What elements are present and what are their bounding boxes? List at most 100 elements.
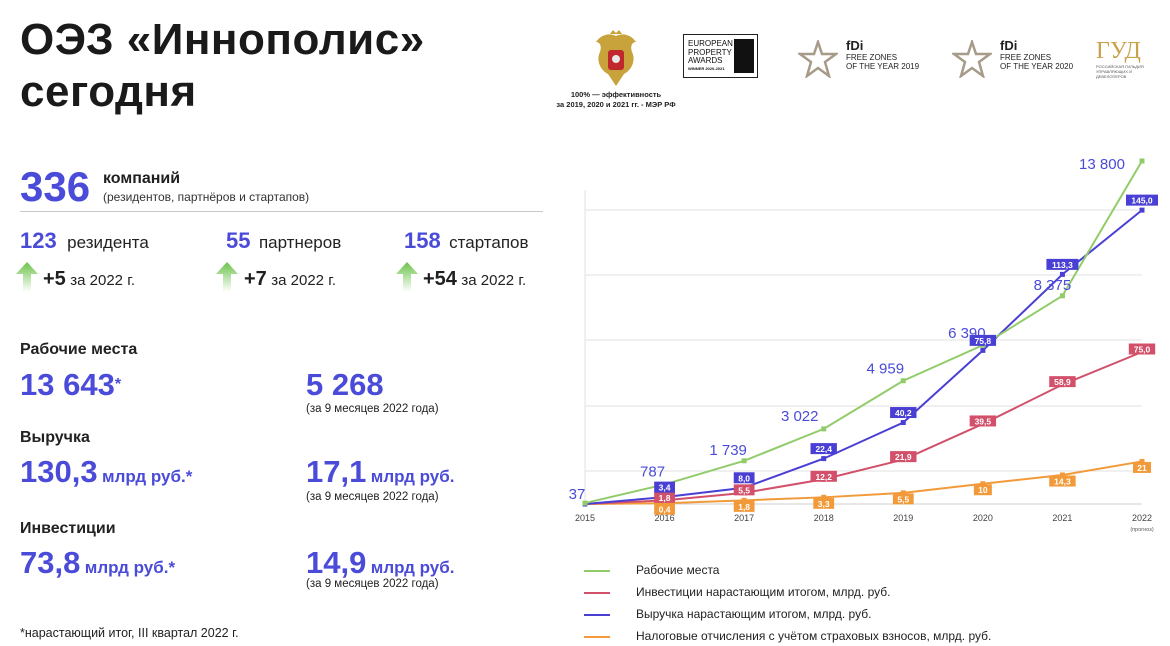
investments-period-value: 14,9: [306, 545, 367, 580]
group-label: резидента: [67, 233, 149, 252]
data-label-box: [733, 472, 755, 484]
data-point: [900, 378, 906, 384]
legend-investments: Инвестиции нарастающим итогом, млрд. руб…: [584, 585, 890, 599]
increment-label: за 2022 г.: [271, 272, 336, 289]
fdi-star-icon-2020: [950, 38, 994, 83]
jobs-total: 13 643*: [20, 367, 121, 403]
data-label: 22,4: [815, 444, 832, 454]
x-tick-note: (прогноз): [1130, 527, 1153, 533]
data-point: [900, 490, 906, 496]
investments-period: 14,9 млрд руб.: [306, 545, 455, 581]
growth-chart: 2015 2016 2017 2018 2019 2020 2021 2022 (прогноз…: [569, 156, 1158, 533]
data-label-box: [1049, 475, 1076, 487]
x-tick-label: 2019: [893, 513, 913, 523]
increment-value: +54: [423, 268, 457, 290]
series-line: [584, 351, 1143, 505]
caption-line-1: 100% — эффективность: [570, 90, 662, 99]
page-title: ОЭЗ «Иннополис» сегодня: [20, 14, 425, 118]
epa-line-1: EUROPEAN: [688, 39, 733, 48]
epa-line-3: AWARDS: [688, 56, 723, 65]
european-property-awards-logo: EUROPEAN PROPERTY AWARDS WINNER 2020-202…: [683, 34, 758, 78]
jobs-period-value: 5 268: [306, 367, 384, 402]
increment-startups: +54 за 2022 г.: [423, 268, 526, 291]
investments-total-unit: млрд руб.*: [84, 558, 176, 577]
data-label-box: [890, 407, 917, 419]
jobs-data-label: 13 800: [1079, 156, 1125, 173]
gud-brand: ГУД: [1096, 38, 1141, 64]
data-point: [582, 500, 588, 506]
data-label: 145,0: [1131, 196, 1153, 206]
increment-label: за 2022 г.: [70, 272, 135, 289]
revenue-period: 17,1 млрд руб.: [306, 454, 455, 490]
fdi-2020-line-1: FREE ZONES: [1000, 53, 1052, 62]
arrow-up-icon: [16, 262, 38, 297]
data-label-box: [813, 497, 835, 509]
data-point: [821, 456, 827, 462]
x-tick-label: 2022: [1132, 513, 1152, 523]
revenue-period-value: 17,1: [306, 454, 367, 489]
data-label: 21: [1137, 463, 1147, 473]
data-label: 75,0: [1134, 345, 1151, 355]
legend-swatch: [584, 635, 610, 638]
increment-partners: +7 за 2022 г.: [244, 268, 336, 291]
fdi-2019-line-1: FREE ZONES: [846, 53, 898, 62]
title-line-1: ОЭЗ «Иннополис»: [20, 15, 425, 64]
legend-label: Инвестиции нарастающим итогом, млрд. руб…: [636, 585, 891, 599]
data-point: [900, 420, 906, 426]
data-label-box: [810, 443, 837, 455]
legend-taxes: Налоговые отчисления с учётом страховых …: [584, 629, 991, 643]
data-point: [1139, 158, 1145, 164]
group-count: 158: [404, 228, 441, 253]
companies-sub: (резидентов, партнёров и стартапов): [103, 190, 310, 204]
data-point: [980, 481, 986, 487]
data-label-box: [973, 484, 992, 496]
data-label-box: [1046, 258, 1079, 270]
fdi-2019-line-2: OF THE YEAR 2019: [846, 62, 920, 71]
data-label-box: [1128, 343, 1156, 355]
series-line: [584, 209, 1143, 505]
data-point: [1059, 472, 1065, 478]
group-partners: 55 партнеров: [226, 228, 341, 254]
fdi-2020-line-2: OF THE YEAR 2020: [1000, 62, 1074, 71]
russian-emblem-logo: [590, 30, 642, 88]
data-point: [980, 347, 986, 353]
data-label: 1,8: [738, 502, 750, 512]
x-tick-label: 2018: [814, 513, 834, 523]
jobs-data-label: 3 022: [781, 408, 819, 425]
data-point: [741, 497, 747, 503]
revenue-total: 130,3 млрд руб.*: [20, 454, 192, 490]
data-label: 113,3: [1052, 260, 1073, 270]
jobs-star: *: [114, 376, 122, 393]
data-label: 10: [978, 485, 988, 495]
data-label-box: [654, 481, 675, 493]
legend-revenue: Выручка нарастающим итогом, млрд. руб.: [584, 607, 871, 621]
group-residents: 123 резидента: [20, 228, 149, 254]
data-label-box: [810, 470, 837, 482]
fdi-star-icon-2019: [796, 38, 840, 83]
x-tick-label: 2017: [734, 513, 754, 523]
data-label: 12,2: [815, 472, 832, 482]
data-label-box: [892, 493, 914, 505]
fdi-brand-2020: fDi: [1000, 38, 1018, 53]
data-point: [1139, 458, 1145, 464]
legend-swatch: [584, 569, 610, 572]
data-point: [1059, 293, 1065, 299]
efficiency-caption: 100% — эффективность за 2019, 2020 и 202…: [535, 90, 697, 110]
revenue-period-unit: млрд руб.: [370, 467, 455, 486]
data-label-box: [1049, 376, 1076, 388]
gud-logo: ГУД РОССИЙСКАЯ ГИЛЬДИЯ УПРАВЛЯЮЩИХ И ДЕВ…: [1096, 38, 1162, 79]
fdi-logo-2019: fDi FREE ZONES OF THE YEAR 2019: [846, 38, 919, 71]
data-label: 3,3: [818, 499, 830, 509]
jobs-data-label: 8 375: [1034, 277, 1072, 294]
investments-period-unit: млрд руб.: [370, 558, 455, 577]
data-point: [662, 500, 668, 506]
legend-label: Налоговые отчисления с учётом страховых …: [636, 629, 992, 643]
data-label-box: [969, 334, 997, 346]
legend-swatch: [584, 613, 610, 616]
data-label: 0,4: [659, 505, 671, 515]
data-label: 14,3: [1054, 477, 1071, 487]
companies-label: компаний: [103, 170, 181, 187]
data-label: 5,5: [897, 494, 909, 504]
series-line: [584, 160, 1143, 505]
legend-label: Выручка нарастающим итогом, млрд. руб.: [636, 607, 872, 621]
